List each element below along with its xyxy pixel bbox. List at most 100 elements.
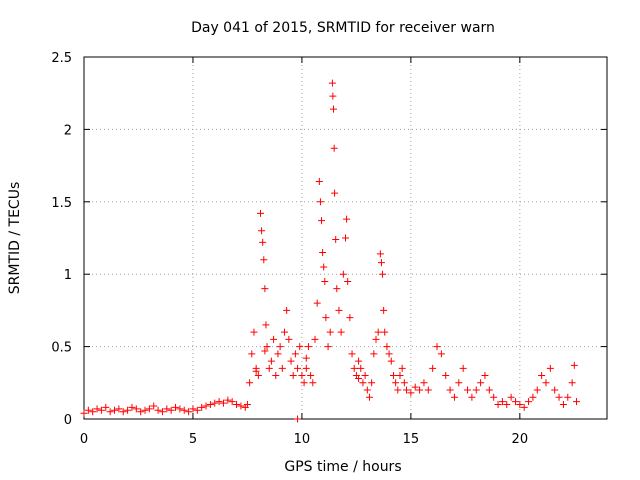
- data-point: [398, 364, 406, 372]
- x-axis-label: GPS time / hours: [284, 459, 401, 475]
- data-point: [339, 270, 347, 278]
- data-point: [396, 372, 404, 380]
- data-point: [185, 408, 193, 416]
- data-point: [372, 335, 380, 343]
- data-point: [154, 406, 162, 414]
- data-point: [326, 328, 334, 336]
- y-tick-label: 2.5: [51, 51, 72, 66]
- data-point: [180, 406, 188, 414]
- data-point: [119, 408, 127, 416]
- data-point: [289, 372, 297, 380]
- data-point: [529, 393, 537, 401]
- data-point: [335, 306, 343, 314]
- data-point: [332, 235, 340, 243]
- data-point: [494, 401, 502, 409]
- data-point: [551, 386, 559, 394]
- data-point: [219, 399, 227, 407]
- data-point: [111, 406, 119, 414]
- data-point: [80, 409, 88, 417]
- data-point: [237, 402, 245, 410]
- data-point: [555, 393, 563, 401]
- y-tick-label: 1.5: [51, 196, 72, 211]
- data-point: [490, 393, 498, 401]
- data-point: [145, 405, 153, 413]
- data-point: [97, 406, 105, 414]
- data-point: [429, 364, 437, 372]
- data-point: [459, 364, 467, 372]
- data-point: [176, 405, 184, 413]
- data-point: [246, 379, 254, 387]
- x-tick-label: 5: [189, 432, 197, 447]
- data-point: [407, 389, 415, 397]
- data-point: [259, 238, 267, 246]
- data-point: [252, 367, 260, 375]
- y-tick-label: 0: [64, 413, 72, 428]
- data-point: [359, 379, 367, 387]
- data-point: [485, 386, 493, 394]
- data-point: [389, 372, 397, 380]
- data-point: [520, 403, 528, 411]
- data-point: [337, 328, 345, 336]
- data-point: [263, 343, 271, 351]
- data-point: [272, 372, 280, 380]
- data-point: [328, 79, 336, 87]
- data-point: [446, 386, 454, 394]
- y-tick-label: 1: [64, 268, 72, 283]
- data-point: [248, 350, 256, 358]
- data-point: [355, 374, 363, 382]
- data-point: [296, 343, 304, 351]
- data-point: [380, 306, 388, 314]
- data-point: [193, 406, 201, 414]
- data-point: [416, 386, 424, 394]
- data-point: [285, 335, 293, 343]
- data-point: [319, 248, 327, 256]
- data-point: [304, 343, 312, 351]
- data-point: [330, 105, 338, 113]
- data-point: [392, 379, 400, 387]
- data-point: [260, 256, 268, 264]
- data-point: [374, 328, 382, 336]
- data-point: [318, 217, 326, 225]
- data-point: [343, 215, 351, 223]
- data-point: [298, 372, 306, 380]
- data-point: [357, 364, 365, 372]
- data-point: [211, 399, 219, 407]
- data-point: [202, 402, 210, 410]
- data-point: [307, 372, 315, 380]
- data-point: [128, 403, 136, 411]
- data-point: [498, 398, 506, 406]
- data-point: [442, 372, 450, 380]
- data-point: [163, 405, 171, 413]
- data-point: [468, 393, 476, 401]
- data-point: [503, 401, 511, 409]
- data-point: [215, 398, 223, 406]
- data-point: [228, 398, 236, 406]
- data-point: [158, 408, 166, 416]
- data-point: [342, 234, 349, 242]
- data-point: [542, 379, 550, 387]
- tick-layer: 0 0.5 1 1.5 2 2.5 0 5 10 15 20: [51, 51, 607, 447]
- data-point: [198, 403, 206, 411]
- data-point: [313, 299, 321, 307]
- x-tick-label: 0: [80, 432, 88, 447]
- data-point: [233, 401, 241, 409]
- data-point: [381, 328, 389, 336]
- data-point: [377, 259, 385, 267]
- data-point: [254, 372, 262, 380]
- data-point: [455, 379, 463, 387]
- data-point: [137, 408, 145, 416]
- data-point: [333, 285, 341, 293]
- x-tick-label: 10: [294, 432, 311, 447]
- data-point: [93, 405, 101, 413]
- data-point: [348, 350, 356, 358]
- data-point: [89, 408, 97, 416]
- data-point: [346, 314, 354, 322]
- data-point: [294, 364, 302, 372]
- data-point: [387, 357, 395, 365]
- data-point: [322, 314, 330, 322]
- data-point: [206, 401, 214, 409]
- data-point: [400, 379, 408, 387]
- data-point: [124, 406, 132, 414]
- data-point: [330, 144, 338, 152]
